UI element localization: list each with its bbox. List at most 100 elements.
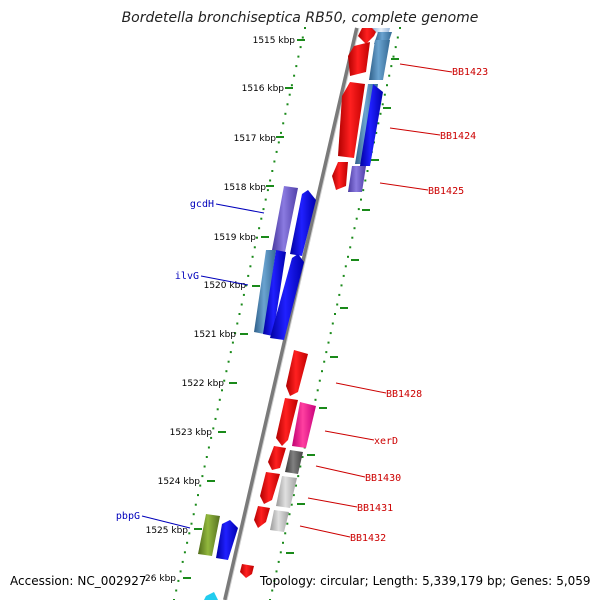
gene-label[interactable]: BB1430 — [365, 473, 401, 484]
scale-dot — [199, 484, 202, 487]
scale-dot — [245, 284, 248, 287]
scale-dot — [262, 208, 265, 211]
gene-feature-steelblue[interactable] — [254, 250, 276, 334]
genes-label: Genes: — [510, 574, 553, 588]
gene-feature-red[interactable] — [286, 350, 308, 396]
gene-label[interactable]: ilvG — [175, 271, 199, 282]
scale-dot — [192, 513, 195, 516]
feature-dot — [399, 27, 401, 29]
gene-feature-red[interactable] — [268, 446, 286, 470]
feature-dot — [340, 284, 343, 287]
feature-dot — [292, 494, 295, 497]
scale-dot — [240, 303, 243, 306]
genes-value: 5,059 — [556, 574, 591, 588]
scale-label: 1521 kbp — [194, 330, 237, 340]
gene-feature-lightgray[interactable] — [276, 476, 297, 508]
gene-feature-blue[interactable] — [270, 254, 304, 340]
feature-dot — [325, 351, 328, 354]
scale-dot — [293, 74, 296, 77]
gene-feature-red[interactable] — [254, 506, 270, 528]
feature-dot — [364, 179, 367, 182]
gene-feature-blue[interactable] — [263, 250, 286, 336]
gene-label[interactable]: BB1432 — [350, 533, 386, 544]
feature-dot — [323, 360, 326, 363]
gene-label[interactable]: xerD — [374, 436, 398, 447]
feature-dot — [282, 541, 284, 544]
leader-line — [299, 525, 351, 538]
scale-label: 1515 kbp — [253, 36, 296, 46]
gene-label[interactable]: gcdH — [190, 199, 214, 210]
gene-label[interactable]: BB1431 — [357, 503, 393, 514]
feature-dot — [349, 246, 352, 249]
scale-dot — [258, 227, 261, 230]
gene-feature-blue[interactable] — [360, 84, 383, 166]
gene-feature-olive[interactable] — [198, 514, 220, 556]
scale-label: 1519 kbp — [214, 233, 257, 243]
scale-dot — [297, 55, 300, 58]
leader-line — [315, 465, 366, 478]
length-value: 5,339,179 bp; — [422, 574, 507, 588]
scale-dot — [249, 265, 252, 268]
length-label: Length: — [372, 574, 419, 588]
scale-dot — [260, 217, 263, 220]
scale-dot — [181, 560, 184, 563]
scale-dot — [299, 46, 302, 49]
gene-feature-red[interactable] — [240, 564, 254, 578]
gene-feature-red[interactable] — [276, 398, 298, 446]
leader-line — [215, 203, 265, 214]
scale-dot — [256, 236, 258, 239]
scale-dot — [203, 465, 206, 468]
gene-feature-red[interactable] — [260, 472, 280, 504]
gene-feature-blue[interactable] — [216, 520, 238, 560]
gene-feature-red[interactable] — [358, 28, 378, 44]
gene-label[interactable]: BB1425 — [428, 186, 464, 197]
feature-dot — [342, 274, 345, 277]
feature-dot — [314, 398, 317, 401]
leader-line — [389, 127, 441, 136]
gene-label[interactable]: BB1424 — [440, 131, 476, 142]
feature-dot — [321, 370, 323, 373]
gene-label[interactable]: BB1428 — [386, 389, 422, 400]
gene-feature-lightgray[interactable] — [270, 510, 289, 532]
feature-dot — [327, 341, 330, 344]
gene-feature-red[interactable] — [338, 82, 365, 158]
feature-dot — [362, 189, 365, 192]
gene-feature-cyan[interactable] — [204, 592, 218, 600]
scale-dot — [229, 351, 232, 354]
leader-line — [335, 382, 387, 394]
accession-info: Accession: NC_002927 — [10, 574, 147, 588]
scale-dot — [227, 360, 230, 363]
leader-line — [379, 182, 429, 191]
gene-feature-purple[interactable] — [348, 166, 366, 192]
feature-dot — [279, 551, 282, 554]
feature-dot — [301, 456, 304, 458]
feature-dot — [288, 513, 291, 516]
scale-dot — [280, 131, 282, 134]
gene-label[interactable]: BB1423 — [452, 67, 488, 78]
gene-label[interactable]: pbpG — [116, 511, 140, 522]
scale-dot — [238, 313, 241, 315]
scale-dot — [304, 27, 306, 29]
genome-backbone — [223, 27, 359, 600]
feature-dot — [271, 589, 274, 592]
scale-labels: 1515 kbp 1516 kbp 1517 kbp 1518 kbp 1519… — [145, 36, 295, 584]
scale-dot — [214, 417, 217, 420]
scale-dot — [277, 141, 280, 144]
scale-dot — [251, 255, 254, 258]
scale-dot — [247, 274, 250, 277]
scale-dot — [210, 436, 213, 439]
feature-dot — [360, 198, 362, 201]
gene-feature-purple[interactable] — [272, 186, 298, 252]
scale-dot — [234, 332, 237, 335]
gene-feature-red[interactable] — [348, 42, 370, 76]
gene-feature-darkgray[interactable] — [285, 450, 303, 474]
gene-feature-steelblue[interactable] — [369, 40, 390, 80]
scale-track-dots — [173, 27, 306, 600]
gene-feature-red[interactable] — [332, 162, 348, 190]
feature-dot — [353, 227, 356, 230]
feature-dot — [297, 475, 300, 478]
gene-feature-blue[interactable] — [290, 190, 316, 256]
scale-dot — [190, 522, 193, 525]
topology-label: Topology: — [260, 574, 317, 588]
gene-feature-pink[interactable] — [292, 402, 316, 448]
